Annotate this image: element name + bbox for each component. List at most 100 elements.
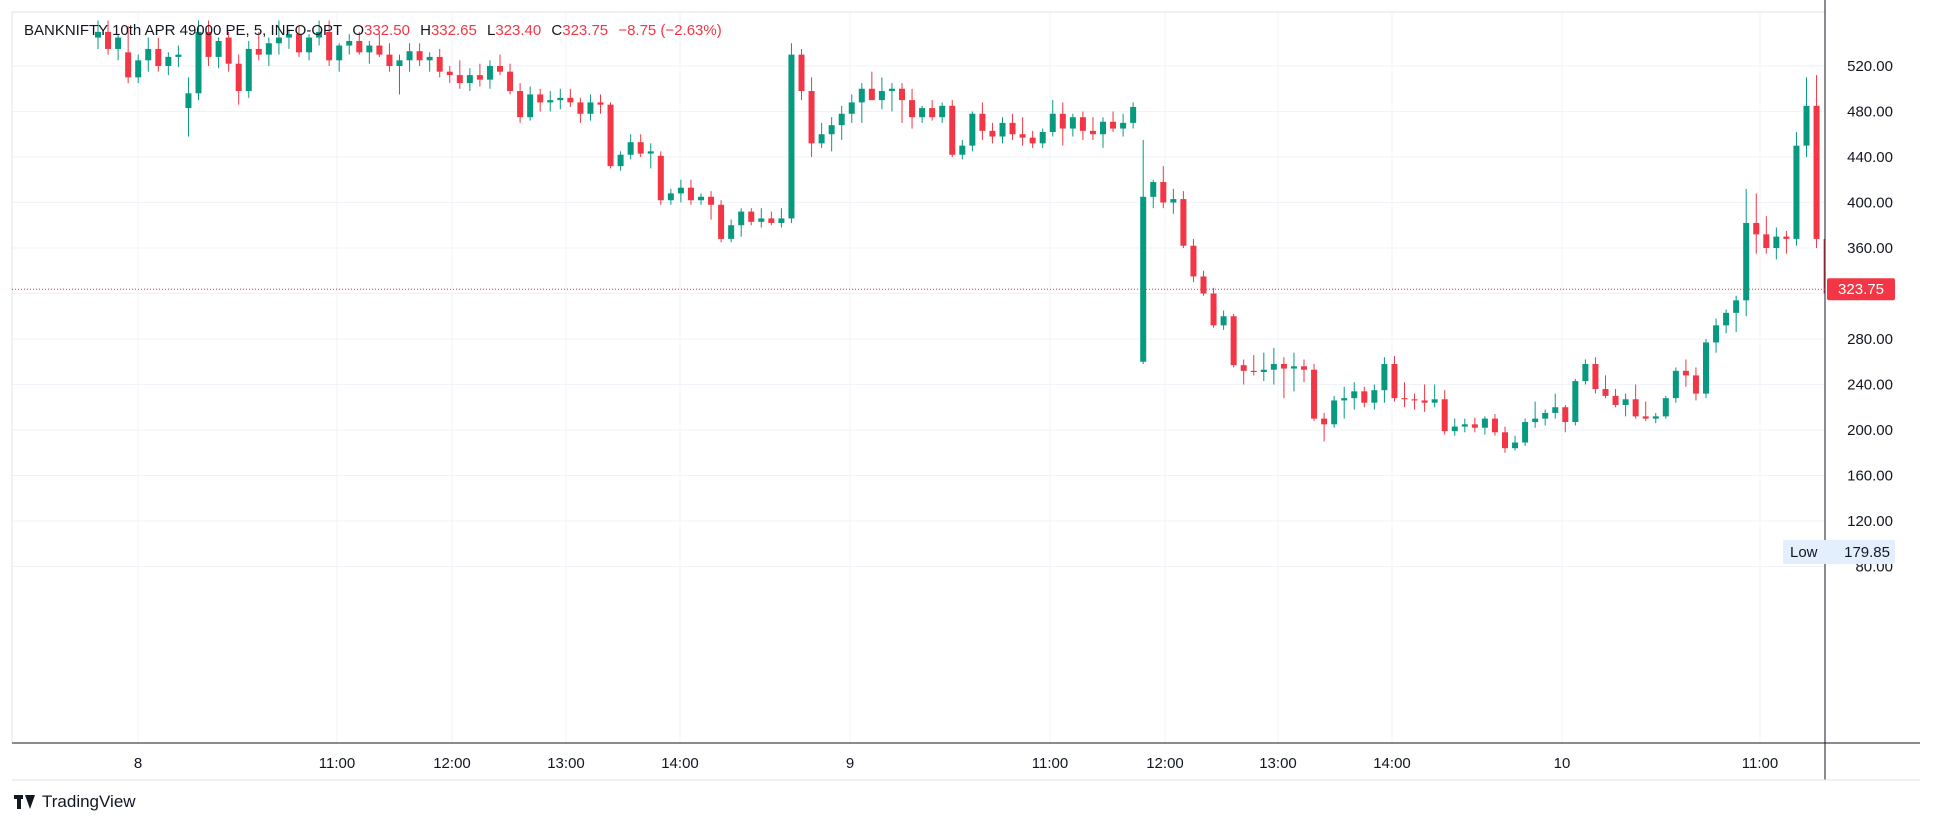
candle-up bbox=[245, 40, 252, 98]
candle-up bbox=[878, 77, 885, 110]
candle-up bbox=[1381, 357, 1388, 403]
candle-body bbox=[718, 204, 725, 239]
candle-up bbox=[1652, 412, 1659, 424]
candle-up bbox=[366, 40, 373, 64]
candle-up bbox=[1481, 416, 1488, 435]
candle-up bbox=[1793, 131, 1800, 246]
candle-down bbox=[597, 94, 604, 114]
candle-body bbox=[909, 100, 916, 118]
candle-body bbox=[979, 113, 986, 131]
open-value: 332.50 bbox=[364, 22, 410, 39]
candle-body bbox=[486, 66, 493, 80]
candle-body bbox=[1733, 300, 1740, 313]
candle-up bbox=[95, 20, 101, 49]
candle-body bbox=[1361, 391, 1368, 403]
candle-body bbox=[939, 105, 946, 118]
candle-up bbox=[1713, 318, 1720, 353]
candle-body bbox=[1200, 276, 1207, 294]
candle-body bbox=[1321, 418, 1328, 425]
candle-up bbox=[1672, 367, 1679, 403]
candle-up bbox=[1341, 386, 1348, 419]
candle-body bbox=[798, 54, 805, 92]
candle-body bbox=[768, 218, 775, 223]
tradingview-logo-icon bbox=[14, 795, 36, 809]
candle-up bbox=[1069, 113, 1076, 137]
candle-down bbox=[1089, 117, 1096, 140]
candle-down bbox=[1441, 390, 1448, 435]
y-tick-label: 520.00 bbox=[1847, 58, 1893, 75]
candle-down bbox=[1632, 384, 1639, 419]
candle-down bbox=[1823, 238, 1825, 294]
candle-up bbox=[1150, 179, 1157, 209]
candle-body bbox=[1662, 398, 1669, 417]
candle-down bbox=[125, 26, 132, 84]
candle-down bbox=[949, 100, 956, 157]
candle-up bbox=[1461, 418, 1468, 433]
candle-body bbox=[165, 56, 172, 66]
candle-up bbox=[406, 43, 413, 72]
tradingview-footer[interactable]: TradingView bbox=[14, 792, 136, 812]
candle-down bbox=[718, 200, 725, 243]
candle-body bbox=[476, 75, 483, 80]
candle-body bbox=[919, 108, 926, 118]
candle-up bbox=[1331, 395, 1338, 428]
candle-up bbox=[1371, 384, 1378, 410]
change-value: −8.75 (−2.63%) bbox=[618, 22, 722, 39]
candle-body bbox=[708, 196, 715, 205]
candle-body bbox=[175, 54, 182, 57]
candle-body bbox=[527, 94, 534, 118]
candle-body bbox=[1190, 245, 1197, 277]
candle-up bbox=[919, 105, 926, 123]
candle-body bbox=[1481, 418, 1488, 428]
candle-up bbox=[195, 20, 202, 101]
candle-down bbox=[155, 37, 162, 72]
candle-up bbox=[1431, 384, 1438, 408]
candle-body bbox=[135, 60, 142, 78]
candle-body bbox=[899, 88, 905, 101]
candle-body bbox=[567, 97, 574, 103]
candle-body bbox=[999, 122, 1006, 137]
candle-up bbox=[145, 37, 152, 72]
candle-up bbox=[698, 193, 704, 205]
low-marker-box bbox=[1783, 540, 1895, 564]
low-value: 323.40 bbox=[495, 22, 542, 39]
candle-up bbox=[1270, 348, 1277, 385]
symbol-label[interactable]: BANKNIFTY 10th APR 49000 PE, 5, INFO-OPT bbox=[24, 22, 343, 39]
candle-down bbox=[255, 31, 262, 61]
candle-body bbox=[306, 37, 313, 53]
tradingview-brand: TradingView bbox=[42, 792, 136, 811]
y-tick-label: 200.00 bbox=[1847, 422, 1893, 439]
candle-body bbox=[989, 130, 996, 137]
candle-body bbox=[1692, 375, 1699, 394]
candle-body bbox=[1260, 369, 1267, 372]
candle-body bbox=[1240, 365, 1247, 371]
candle-body bbox=[738, 211, 745, 226]
candle-down bbox=[1813, 75, 1820, 248]
candle-body bbox=[1250, 370, 1257, 372]
candle-body bbox=[969, 113, 976, 146]
candle-body bbox=[1220, 316, 1227, 326]
y-tick-label: 160.00 bbox=[1847, 468, 1893, 485]
close-value: 323.75 bbox=[562, 22, 609, 39]
candle-down bbox=[567, 88, 574, 107]
candle-down bbox=[909, 88, 916, 129]
candle-body bbox=[326, 31, 333, 61]
y-tick-label: 400.00 bbox=[1847, 195, 1893, 212]
candle-body bbox=[446, 71, 453, 76]
candle-down bbox=[607, 102, 614, 169]
candle-up bbox=[1662, 395, 1669, 419]
candle-down bbox=[1682, 359, 1689, 387]
candle-body bbox=[1110, 121, 1117, 129]
candle-up bbox=[1743, 188, 1750, 317]
candle-body bbox=[1532, 418, 1539, 423]
candle-body bbox=[778, 218, 785, 223]
x-tick-label: 14:00 bbox=[1373, 755, 1411, 772]
candle-up bbox=[1290, 352, 1297, 392]
candle-up bbox=[275, 20, 282, 55]
candle-down bbox=[637, 134, 644, 157]
candle-body bbox=[1512, 442, 1519, 449]
candle-body bbox=[346, 40, 353, 46]
